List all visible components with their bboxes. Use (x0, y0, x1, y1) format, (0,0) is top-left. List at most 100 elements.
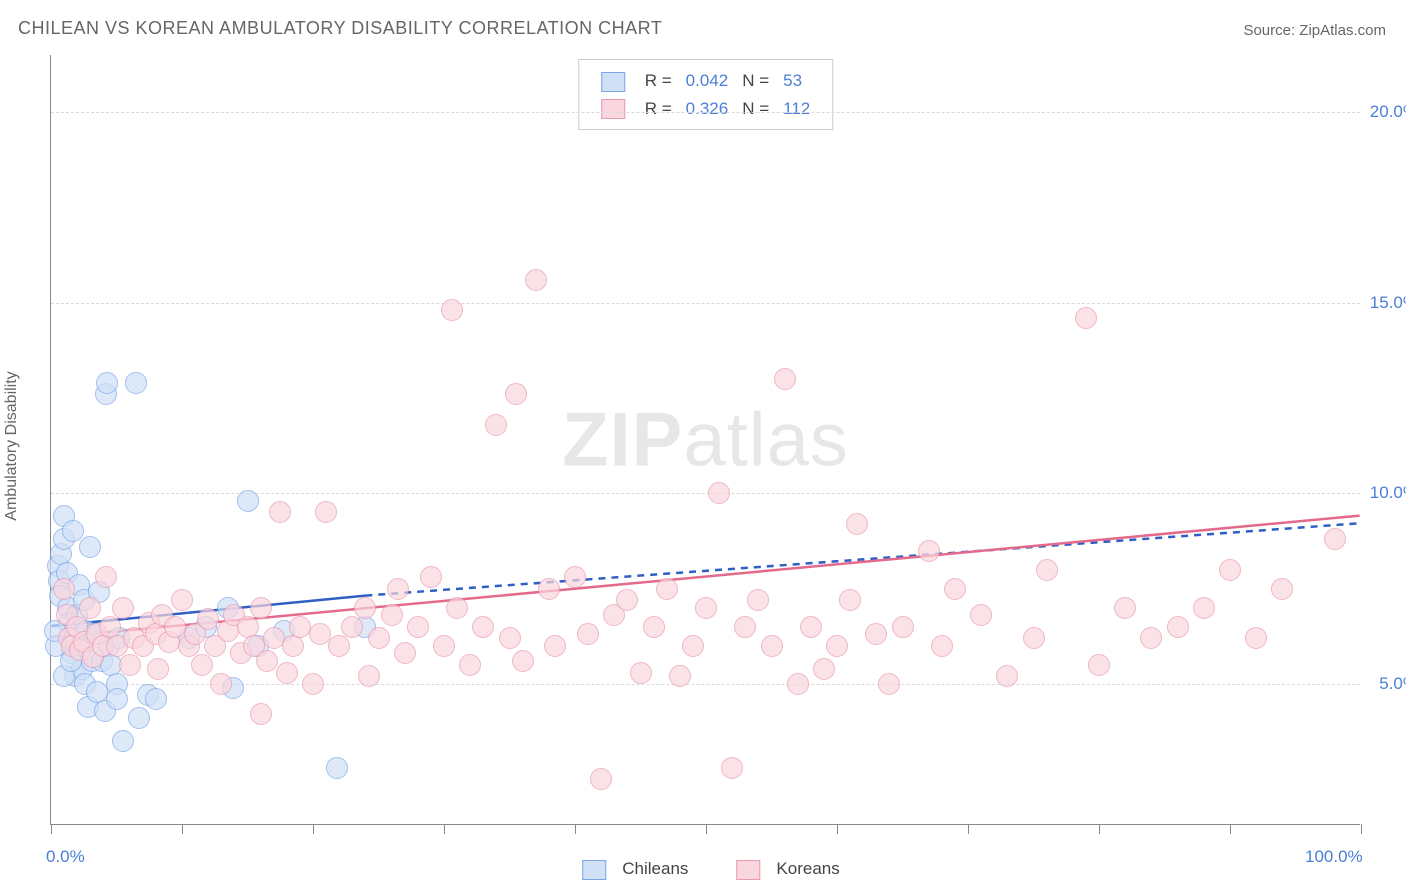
data-point (210, 673, 232, 695)
data-point (171, 589, 193, 611)
data-point (682, 635, 704, 657)
data-point (441, 299, 463, 321)
data-point (787, 673, 809, 695)
x-tick (968, 824, 969, 834)
data-point (931, 635, 953, 657)
data-point (538, 578, 560, 600)
trend-lines (51, 55, 1360, 824)
legend-row: R =0.326N =112 (595, 96, 817, 122)
data-point (590, 768, 612, 790)
data-point (112, 730, 134, 752)
correlation-legend: R =0.042N =53R =0.326N =112 (578, 59, 834, 130)
data-point (525, 269, 547, 291)
data-point (326, 757, 348, 779)
data-point (918, 540, 940, 562)
data-point (1271, 578, 1293, 600)
data-point (191, 654, 213, 676)
data-point (800, 616, 822, 638)
x-tick (1230, 824, 1231, 834)
data-point (826, 635, 848, 657)
n-value: 53 (777, 68, 816, 94)
plot-area: ZIPatlas R =0.042N =53R =0.326N =112 5.0… (50, 55, 1360, 825)
source-attribution: Source: ZipAtlas.com (1243, 22, 1386, 39)
gridline (51, 684, 1360, 685)
data-point (564, 566, 586, 588)
data-point (643, 616, 665, 638)
data-point (145, 688, 167, 710)
data-point (250, 597, 272, 619)
n-label: N = (736, 68, 775, 94)
data-point (499, 627, 521, 649)
data-point (1114, 597, 1136, 619)
data-point (341, 616, 363, 638)
data-point (1075, 307, 1097, 329)
data-point (358, 665, 380, 687)
legend-swatch (582, 860, 606, 880)
data-point (119, 654, 141, 676)
x-tick-label: 0.0% (46, 847, 85, 867)
data-point (865, 623, 887, 645)
data-point (892, 616, 914, 638)
watermark: ZIPatlas (562, 396, 849, 483)
data-point (616, 589, 638, 611)
data-point (256, 650, 278, 672)
data-point (250, 703, 272, 725)
data-point (996, 665, 1018, 687)
legend-swatch (736, 860, 760, 880)
data-point (328, 635, 350, 657)
data-point (1140, 627, 1162, 649)
data-point (53, 578, 75, 600)
data-point (630, 662, 652, 684)
y-tick-label: 5.0% (1379, 674, 1406, 694)
data-point (237, 490, 259, 512)
data-point (839, 589, 861, 611)
data-point (669, 665, 691, 687)
chart-title: CHILEAN VS KOREAN AMBULATORY DISABILITY … (18, 18, 662, 39)
x-tick-label: 100.0% (1305, 847, 1363, 867)
data-point (656, 578, 678, 600)
data-point (197, 608, 219, 630)
data-point (544, 635, 566, 657)
data-point (368, 627, 390, 649)
data-point (1088, 654, 1110, 676)
data-point (734, 616, 756, 638)
data-point (106, 688, 128, 710)
data-point (505, 383, 527, 405)
data-point (446, 597, 468, 619)
data-point (813, 658, 835, 680)
x-tick (575, 824, 576, 834)
legend-item: Chileans (566, 859, 688, 878)
legend-row: R =0.042N =53 (595, 68, 817, 94)
y-axis-label: Ambulatory Disability (3, 371, 21, 520)
data-point (721, 757, 743, 779)
data-point (1324, 528, 1346, 550)
r-value: 0.326 (680, 96, 735, 122)
gridline (51, 303, 1360, 304)
data-point (1193, 597, 1215, 619)
series-legend: ChileansKoreans (550, 859, 855, 880)
data-point (774, 368, 796, 390)
data-point (761, 635, 783, 657)
data-point (125, 372, 147, 394)
data-point (472, 616, 494, 638)
r-label: R = (639, 96, 678, 122)
data-point (276, 662, 298, 684)
legend-swatch (601, 72, 625, 92)
data-point (747, 589, 769, 611)
x-tick (313, 824, 314, 834)
r-value: 0.042 (680, 68, 735, 94)
y-tick-label: 10.0% (1370, 483, 1406, 503)
data-point (1023, 627, 1045, 649)
data-point (269, 501, 291, 523)
data-point (970, 604, 992, 626)
data-point (381, 604, 403, 626)
data-point (708, 482, 730, 504)
data-point (512, 650, 534, 672)
data-point (878, 673, 900, 695)
data-point (695, 597, 717, 619)
data-point (420, 566, 442, 588)
x-tick (706, 824, 707, 834)
data-point (387, 578, 409, 600)
data-point (79, 536, 101, 558)
x-tick (182, 824, 183, 834)
